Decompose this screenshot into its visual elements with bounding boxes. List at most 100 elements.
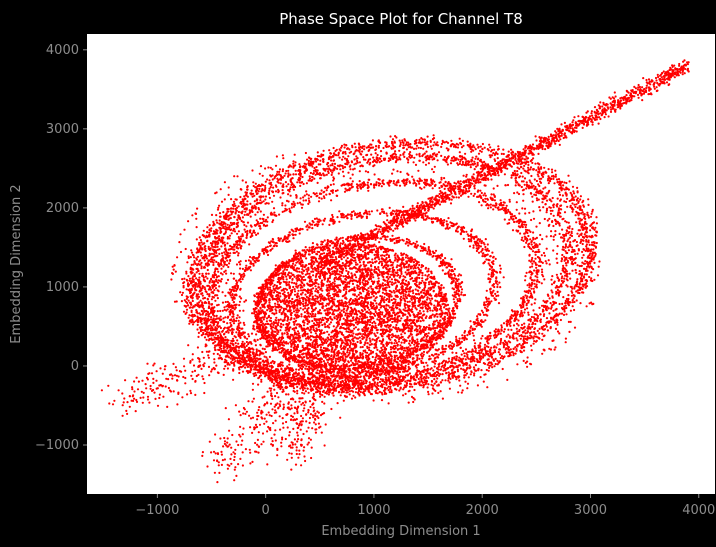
- scatter-point: [190, 249, 193, 252]
- scatter-point: [502, 152, 505, 156]
- scatter-point: [503, 201, 506, 204]
- scatter-point: [562, 245, 565, 248]
- scatter-point: [289, 186, 292, 189]
- scatter-point: [434, 356, 437, 359]
- scatter-point: [190, 251, 194, 254]
- scatter-point: [195, 309, 198, 312]
- scatter-point: [306, 387, 309, 390]
- scatter-point: [529, 290, 532, 293]
- scatter-point: [310, 389, 313, 392]
- scatter-point: [535, 169, 538, 172]
- scatter-point: [470, 350, 473, 353]
- scatter-point: [224, 349, 227, 352]
- scatter-point: [345, 158, 349, 161]
- scatter-point: [576, 186, 579, 189]
- scatter-point: [371, 382, 374, 386]
- scatter-point: [590, 212, 593, 215]
- scatter-point: [437, 365, 440, 368]
- scatter-point: [193, 305, 196, 308]
- scatter-point: [516, 170, 519, 173]
- scatter-point: [198, 276, 201, 279]
- scatter-point: [516, 345, 519, 348]
- scatter-point: [467, 195, 470, 198]
- scatter-point: [200, 322, 203, 325]
- scatter-point: [358, 146, 361, 149]
- scatter-point: [491, 154, 494, 157]
- scatter-point: [523, 325, 526, 328]
- scatter-point: [568, 231, 571, 234]
- scatter-point: [292, 160, 295, 163]
- scatter-point: [350, 217, 353, 220]
- scatter-point: [251, 382, 255, 385]
- scatter-point: [285, 208, 288, 211]
- scatter-point: [446, 163, 449, 166]
- scatter-point: [496, 207, 499, 210]
- scatter-point: [575, 244, 578, 248]
- scatter-point: [353, 158, 356, 161]
- scatter-point: [206, 264, 209, 267]
- scatter-point: [518, 330, 521, 333]
- scatter-point: [563, 239, 566, 242]
- scatter-point: [573, 192, 576, 195]
- scatter-point: [571, 299, 574, 302]
- scatter-point: [337, 152, 340, 155]
- scatter-point: [334, 149, 337, 153]
- scatter-point: [520, 344, 523, 347]
- scatter-point: [426, 135, 429, 138]
- scatter-point: [323, 395, 326, 398]
- scatter-point: [229, 221, 232, 224]
- scatter-point: [447, 377, 450, 380]
- scatter-point: [420, 137, 423, 140]
- scatter-point: [216, 334, 220, 337]
- scatter-point: [554, 222, 558, 226]
- scatter-point: [381, 393, 384, 396]
- scatter-point: [367, 189, 370, 192]
- scatter-point: [218, 215, 222, 218]
- scatter-point: [575, 271, 578, 274]
- scatter-point: [455, 335, 458, 338]
- scatter-point: [404, 380, 407, 383]
- scatter-point: [398, 149, 401, 152]
- scatter-point: [409, 380, 412, 383]
- scatter-point: [523, 308, 527, 311]
- scatter-point: [329, 377, 332, 380]
- scatter-point: [249, 367, 253, 370]
- scatter-point: [462, 189, 465, 192]
- scatter-point: [530, 174, 533, 178]
- scatter-point: [507, 319, 510, 322]
- scatter-point: [404, 392, 407, 395]
- scatter-point: [510, 213, 514, 216]
- scatter-point: [441, 379, 444, 382]
- scatter-point: [497, 145, 500, 148]
- scatter-point: [398, 370, 401, 374]
- scatter-point: [481, 142, 484, 146]
- scatter-point: [488, 154, 491, 157]
- scatter-point: [387, 385, 390, 388]
- scatter-point: [387, 389, 390, 392]
- scatter-point: [385, 143, 388, 146]
- scatter-point: [523, 223, 526, 226]
- scatter-point: [591, 257, 594, 260]
- scatter-point: [255, 189, 258, 192]
- scatter-point: [461, 334, 464, 337]
- scatter-point: [527, 168, 531, 171]
- scatter-point: [510, 174, 513, 177]
- scatter-point: [489, 331, 492, 334]
- scatter-point: [509, 320, 512, 323]
- scatter-point: [510, 309, 514, 312]
- scatter-point: [227, 349, 230, 352]
- scatter-point: [482, 356, 485, 359]
- scatter-point: [201, 306, 204, 309]
- scatter-point: [533, 327, 536, 331]
- scatter-point: [582, 262, 586, 265]
- scatter-point: [566, 251, 569, 255]
- scatter-point: [513, 319, 516, 322]
- scatter-point: [541, 201, 544, 204]
- scatter-point: [258, 361, 261, 364]
- scatter-point: [240, 212, 243, 215]
- scatter-point: [339, 394, 342, 397]
- scatter-point: [543, 197, 546, 200]
- scatter-point: [391, 138, 395, 141]
- scatter-point: [467, 376, 470, 379]
- scatter-point: [279, 174, 282, 177]
